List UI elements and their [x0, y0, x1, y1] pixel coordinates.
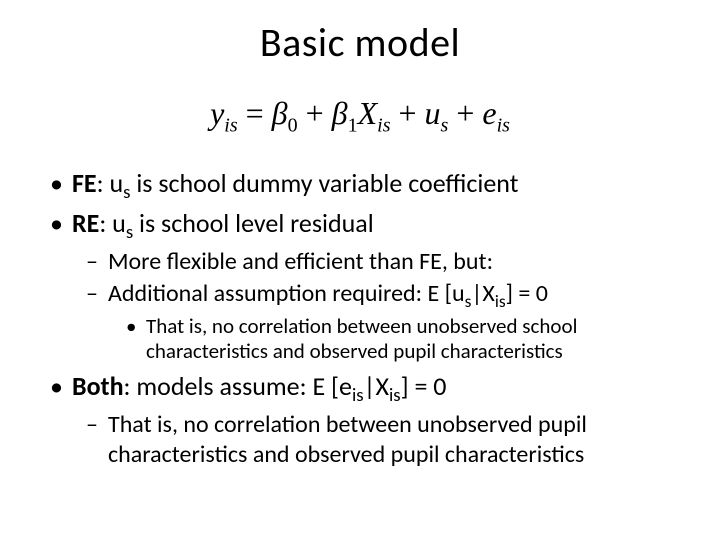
eq-x: X	[358, 95, 378, 131]
eq-b0-sub: 0	[288, 114, 298, 136]
eq-plus2: +	[398, 95, 424, 131]
both-p2: |X	[364, 370, 389, 402]
eq-plus3: +	[456, 95, 482, 131]
assum-p1: Additional assumption required: E [u	[108, 279, 465, 308]
both-s2: is	[389, 385, 401, 408]
bullet-re-flex: More flexible and efficient than FE, but…	[108, 247, 670, 277]
eq-e-sub: is	[497, 114, 510, 136]
assum-p2: |X	[471, 279, 495, 308]
fe-rest: is school dummy variable coefficient	[130, 167, 518, 199]
bullet-both-explain: That is, no correlation between unobserv…	[108, 410, 670, 470]
eq-u-sub: s	[441, 114, 449, 136]
bullet-list: FE: us is school dummy variable coeffici…	[50, 167, 670, 470]
bullet-re-assumption: Additional assumption required: E [us|Xi…	[108, 279, 670, 312]
eq-x-sub: is	[377, 114, 390, 136]
bullet-both: Both: models assume: E [eis|Xis] = 0	[72, 370, 670, 408]
slide: Basic model yis = β0 + β1Xis + us + eis …	[0, 0, 720, 492]
fe-colon: : u	[97, 167, 124, 199]
eq-eq: =	[246, 95, 272, 131]
assum-p3: ] = 0	[506, 279, 548, 308]
fe-label: FE	[72, 167, 97, 199]
re-rest: is school level residual	[133, 207, 374, 239]
bullet-re: RE: us is school level residual	[72, 207, 670, 245]
eq-e: e	[482, 95, 496, 131]
eq-b1-sub: 1	[348, 114, 358, 136]
eq-y: y	[210, 95, 224, 131]
bullet-fe: FE: us is school dummy variable coeffici…	[72, 167, 670, 205]
slide-title: Basic model	[50, 18, 670, 67]
eq-b1: β	[332, 95, 348, 131]
equation: yis = β0 + β1Xis + us + eis	[50, 95, 670, 137]
bullet-re-explain: That is, no correlation between unobserv…	[146, 314, 670, 364]
both-p1: : models assume: E [e	[124, 370, 352, 402]
re-colon: : u	[99, 207, 126, 239]
eq-u: u	[425, 95, 441, 131]
assum-s2: is	[495, 290, 506, 311]
eq-y-sub: is	[224, 114, 237, 136]
both-label: Both	[72, 370, 124, 402]
both-p3: ] = 0	[401, 370, 447, 402]
eq-b0: β	[272, 95, 288, 131]
re-label: RE	[72, 207, 99, 239]
both-s1: is	[352, 385, 364, 408]
eq-plus1: +	[306, 95, 332, 131]
